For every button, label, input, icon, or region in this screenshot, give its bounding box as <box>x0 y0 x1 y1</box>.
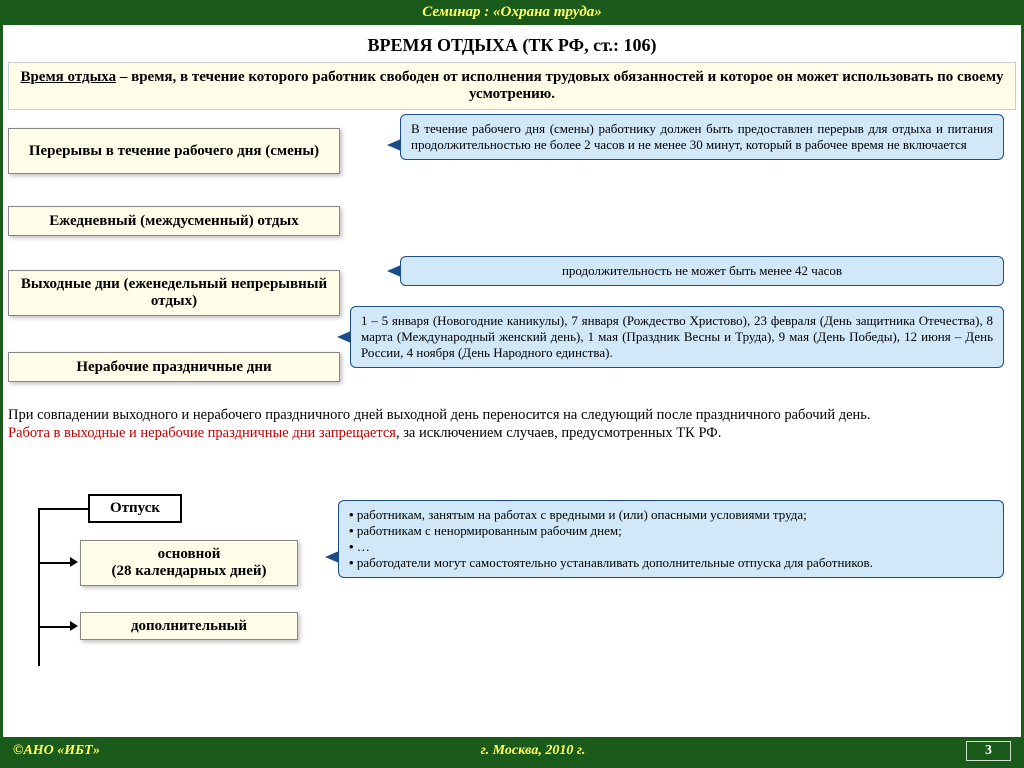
note-line2-red: Работа в выходные и нерабочие праздничны… <box>8 425 396 441</box>
vacation-bullets-box: работникам, занятым на работах с вредным… <box>338 500 1004 578</box>
callout-breaks-text: В течение рабочего дня (смены) работнику… <box>411 121 993 152</box>
bullet-item: работодатели могут самостоятельно устана… <box>349 555 993 571</box>
notes-block: При совпадении выходного и нерабочего пр… <box>8 406 1008 442</box>
callout-holidays-text: 1 – 5 января (Новогодние каникулы), 7 ян… <box>361 313 993 360</box>
vacation-main: основной (28 календарных дней) <box>80 540 298 586</box>
vacation-main-label: основной <box>158 546 221 563</box>
note-line2-rest: , за исключением случаев, предусмотренны… <box>396 425 721 441</box>
footer-center: г. Москва, 2010 г. <box>100 743 966 759</box>
vacation-bullets: работникам, занятым на работах с вредным… <box>349 507 993 571</box>
category-holidays: Нерабочие праздничные дни <box>8 352 340 382</box>
bullet-item: … <box>349 539 993 555</box>
tree-line <box>38 562 72 564</box>
callout-weekend-text: продолжительность не может быть менее 42… <box>562 263 842 278</box>
callout-pointer-icon <box>337 331 351 343</box>
footer: ©АНО «ИБТ» г. Москва, 2010 г. 3 <box>3 737 1021 765</box>
category-breaks: Перерывы в течение рабочего дня (смены) <box>8 128 340 174</box>
callout-pointer-icon <box>325 551 339 563</box>
bullet-item: работникам с ненормированным рабочим дне… <box>349 523 993 539</box>
callout-weekend: продолжительность не может быть менее 42… <box>400 256 1004 286</box>
bullet-item: работникам, занятым на работах с вредным… <box>349 507 993 523</box>
arrow-icon <box>70 557 78 567</box>
tree-line <box>38 626 72 628</box>
callout-pointer-icon <box>387 139 401 151</box>
vacation-main-sub: (28 календарных дней) <box>111 563 266 580</box>
content-area: Перерывы в течение рабочего дня (смены) … <box>8 114 1016 696</box>
callout-holidays: 1 – 5 января (Новогодние каникулы), 7 ян… <box>350 306 1004 368</box>
callout-pointer-icon <box>387 265 401 277</box>
vacation-header: Отпуск <box>88 494 182 523</box>
tree-line <box>38 508 40 666</box>
note-line1: При совпадении выходного и нерабочего пр… <box>8 407 871 423</box>
vacation-additional: дополнительный <box>80 612 298 640</box>
category-daily-rest: Ежедневный (междусменный) отдых <box>8 206 340 236</box>
callout-breaks: В течение рабочего дня (смены) работнику… <box>400 114 1004 160</box>
arrow-icon <box>70 621 78 631</box>
footer-left: ©АНО «ИБТ» <box>13 743 100 759</box>
category-weekend: Выходные дни (еженедельный непрерывный о… <box>8 270 340 316</box>
tree-line <box>38 508 90 510</box>
page-number: 3 <box>966 741 1011 761</box>
